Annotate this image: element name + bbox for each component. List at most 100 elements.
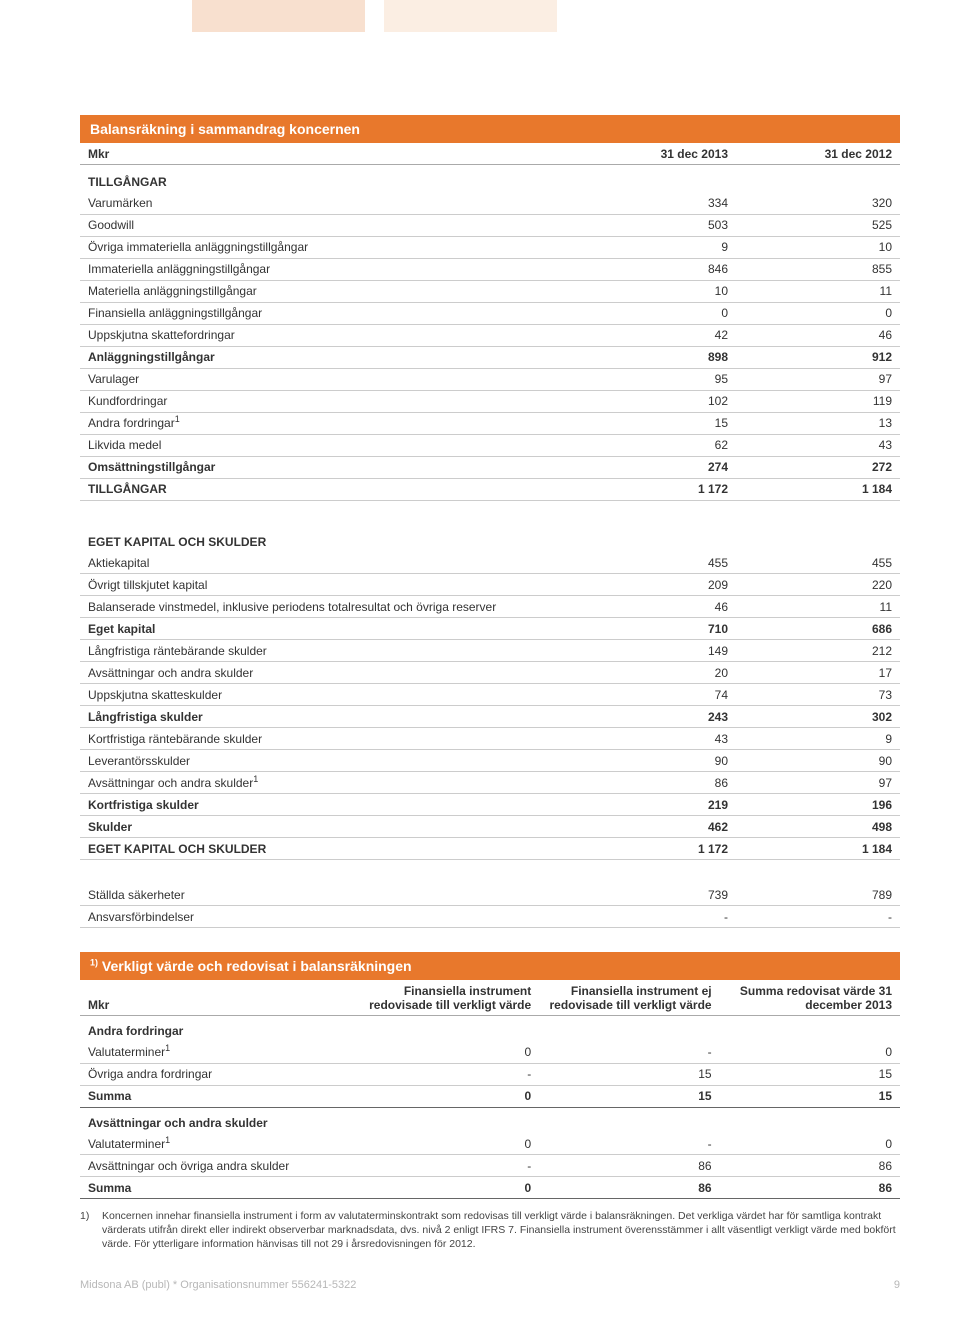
row-value-2013: -: [572, 906, 736, 928]
row-value-2012: 1 184: [736, 838, 900, 860]
table2-title-sup: 1): [90, 957, 98, 967]
footer-page-number: 9: [894, 1279, 900, 1291]
row-label: Varumärken: [80, 193, 572, 215]
row-val-b: -: [539, 1133, 719, 1155]
section-label: TILLGÅNGAR: [80, 165, 900, 193]
section-label: Andra fordringar: [80, 1016, 900, 1042]
row-label: Skulder: [80, 816, 572, 838]
table-row: EGET KAPITAL OCH SKULDER1 1721 184: [80, 838, 900, 860]
row-val-a: -: [359, 1063, 539, 1085]
table-row: EGET KAPITAL OCH SKULDER: [80, 525, 900, 553]
row-val-c: 86: [720, 1155, 900, 1177]
row-value-2012: 13: [736, 412, 900, 434]
table-row: Avsättningar och andra skulder18697: [80, 772, 900, 794]
table-row: Materiella anläggningstillgångar1011: [80, 280, 900, 302]
row-label: Omsättningstillgångar: [80, 456, 572, 478]
row-value-2013: 219: [572, 794, 736, 816]
row-value-2012: 212: [736, 640, 900, 662]
row-value-2013: 74: [572, 684, 736, 706]
table-row: Uppskjutna skatteskulder7473: [80, 684, 900, 706]
table-row: Kundfordringar102119: [80, 390, 900, 412]
row-value-2013: 9: [572, 236, 736, 258]
table-row: Aktiekapital455455: [80, 552, 900, 574]
row-label: Avsättningar och andra skulder: [80, 662, 572, 684]
row-val-b: -: [539, 1042, 719, 1064]
t2-header-c: Summa redovisat värde 31 december 2013: [720, 980, 900, 1016]
row-val-c: 15: [720, 1085, 900, 1107]
table-row: Valutaterminer10-0: [80, 1042, 900, 1064]
row-label: Likvida medel: [80, 434, 572, 456]
row-value-2013: 102: [572, 390, 736, 412]
row-value-2012: 73: [736, 684, 900, 706]
row-value-2012: 1 184: [736, 478, 900, 500]
row-value-2012: 43: [736, 434, 900, 456]
row-value-2012: 272: [736, 456, 900, 478]
row-value-2013: 43: [572, 728, 736, 750]
section-label: EGET KAPITAL OCH SKULDER: [80, 525, 900, 553]
table-row: TILLGÅNGAR: [80, 165, 900, 193]
table-row: Immateriella anläggningstillgångar846855: [80, 258, 900, 280]
row-label: Valutaterminer1: [80, 1133, 359, 1155]
table-row: Kortfristiga räntebärande skulder439: [80, 728, 900, 750]
table-row: Anläggningstillgångar898912: [80, 346, 900, 368]
header-col2: 31 dec 2012: [736, 143, 900, 165]
table-row: Avsättningar och övriga andra skulder-86…: [80, 1155, 900, 1177]
row-value-2013: 149: [572, 640, 736, 662]
table-row: Varulager9597: [80, 368, 900, 390]
header-mkr: Mkr: [80, 143, 572, 165]
table-row: Omsättningstillgångar274272: [80, 456, 900, 478]
table-row: TILLGÅNGAR1 1721 184: [80, 478, 900, 500]
row-label: Kortfristiga räntebärande skulder: [80, 728, 572, 750]
row-value-2013: 86: [572, 772, 736, 794]
row-label: Andra fordringar1: [80, 412, 572, 434]
row-val-c: 86: [720, 1177, 900, 1199]
row-label: Varulager: [80, 368, 572, 390]
row-value-2013: 209: [572, 574, 736, 596]
row-value-2012: 46: [736, 324, 900, 346]
row-label: Goodwill: [80, 214, 572, 236]
row-value-2013: 334: [572, 193, 736, 215]
row-value-2012: 97: [736, 368, 900, 390]
row-label: Finansiella anläggningstillgångar: [80, 302, 572, 324]
table-row: Goodwill503525: [80, 214, 900, 236]
row-value-2012: 10: [736, 236, 900, 258]
row-label: Långfristiga räntebärande skulder: [80, 640, 572, 662]
table1-header-row: Mkr 31 dec 2013 31 dec 2012: [80, 143, 900, 165]
row-value-2013: 1 172: [572, 478, 736, 500]
row-label: Kortfristiga skulder: [80, 794, 572, 816]
table-row: Skulder462498: [80, 816, 900, 838]
row-value-2013: 846: [572, 258, 736, 280]
row-value-2013: 15: [572, 412, 736, 434]
table-row: Långfristiga skulder243302: [80, 706, 900, 728]
table-row: Kortfristiga skulder219196: [80, 794, 900, 816]
row-value-2013: 462: [572, 816, 736, 838]
table-row: Leverantörsskulder9090: [80, 750, 900, 772]
table-row: Andra fordringar: [80, 1016, 900, 1042]
row-label: Kundfordringar: [80, 390, 572, 412]
table-row: Balanserade vinstmedel, inklusive period…: [80, 596, 900, 618]
row-label: Summa: [80, 1085, 359, 1107]
table2-title-text: Verkligt värde och redovisat i balansräk…: [102, 958, 412, 974]
row-value-2012: 912: [736, 346, 900, 368]
table-row: Övriga immateriella anläggningstillgånga…: [80, 236, 900, 258]
row-value-2012: 11: [736, 280, 900, 302]
row-value-2013: 243: [572, 706, 736, 728]
row-value-2012: 97: [736, 772, 900, 794]
table1-title: Balansräkning i sammandrag koncernen: [80, 115, 900, 143]
row-label: Övrigt tillskjutet kapital: [80, 574, 572, 596]
row-value-2012: 220: [736, 574, 900, 596]
footnote-text: Koncernen innehar finansiella instrument…: [102, 1209, 900, 1252]
row-label: Uppskjutna skattefordringar: [80, 324, 572, 346]
page-footer: Midsona AB (publ) * Organisationsnummer …: [80, 1279, 900, 1291]
balance-sheet-table: Mkr 31 dec 2013 31 dec 2012 TILLGÅNGARVa…: [80, 143, 900, 501]
row-val-a: 0: [359, 1085, 539, 1107]
row-label: Avsättningar och övriga andra skulder: [80, 1155, 359, 1177]
table-row: Summa01515: [80, 1085, 900, 1107]
row-label: Övriga immateriella anläggningstillgånga…: [80, 236, 572, 258]
row-value-2013: 0: [572, 302, 736, 324]
row-value-2012: 455: [736, 552, 900, 574]
row-label: EGET KAPITAL OCH SKULDER: [80, 838, 572, 860]
row-val-b: 15: [539, 1085, 719, 1107]
row-label: Materiella anläggningstillgångar: [80, 280, 572, 302]
row-val-b: 86: [539, 1177, 719, 1199]
